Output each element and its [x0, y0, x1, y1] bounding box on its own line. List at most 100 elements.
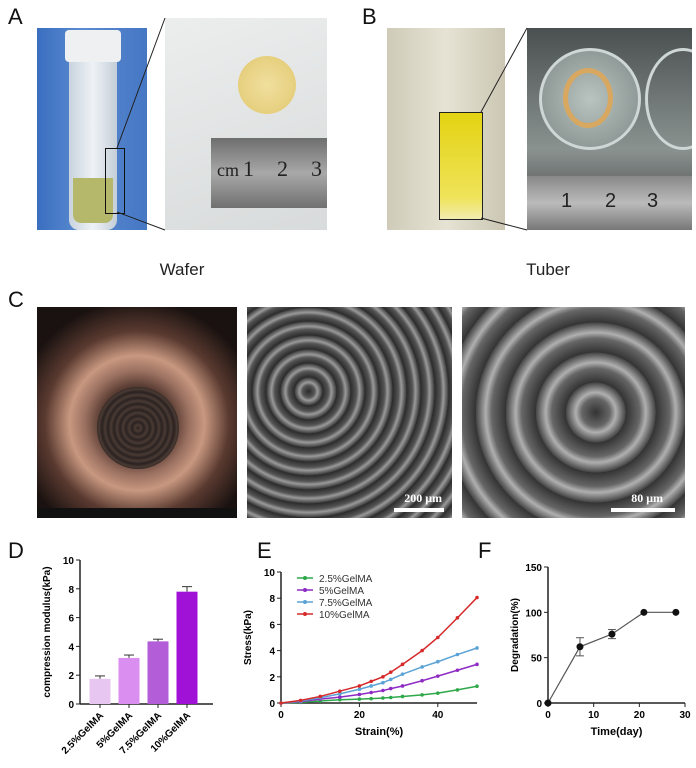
legend-label: 7.5%GelMA — [319, 598, 373, 609]
panel-label-a: A — [8, 4, 23, 29]
data-point — [544, 699, 552, 707]
sem-image-200um: 200 μm — [247, 307, 452, 518]
data-point — [381, 688, 385, 693]
data-point — [357, 697, 362, 701]
data-point — [420, 678, 424, 683]
stress-chart-y-label: Stress(kPa) — [243, 610, 254, 665]
bar-chart-y-tick-label: 10 — [63, 556, 75, 567]
data-point — [279, 701, 283, 705]
legend-marker — [303, 588, 307, 592]
data-point — [400, 672, 405, 676]
panel-label-d: D — [8, 538, 24, 563]
stress-chart-y-tick-label: 0 — [269, 699, 275, 710]
tuber-photo: 1 2 3 — [527, 28, 692, 230]
bar-chart-y-label: compression modulus(kPa) — [42, 566, 53, 697]
bar-5%GelMA — [118, 657, 140, 704]
ruler-a-3: 3 — [311, 156, 322, 181]
bar-7.5%GelMA — [147, 641, 169, 704]
legend-marker — [303, 600, 307, 604]
data-point — [338, 689, 342, 694]
bar-chart-y-tick-label: 0 — [68, 700, 74, 711]
stress-chart-y-tick-label: 10 — [264, 568, 276, 579]
data-point — [475, 595, 479, 600]
data-point — [608, 630, 616, 638]
data-point — [640, 608, 648, 616]
vial-photo — [37, 28, 147, 230]
bar-2.5%GelMA — [89, 678, 111, 704]
data-point — [298, 698, 303, 703]
ruler-a-unit: cm — [217, 160, 239, 180]
data-point — [455, 652, 460, 657]
stress-chart-x-tick-label: 40 — [432, 710, 444, 721]
legend-label: 5%GelMA — [319, 586, 364, 597]
data-point — [357, 687, 362, 692]
degradation-chart-x-tick-label: 10 — [588, 710, 600, 721]
data-point — [388, 695, 393, 700]
connector-lines — [116, 17, 528, 231]
data-point — [388, 677, 393, 682]
sem-image-80um: 80 μm — [462, 307, 685, 518]
stress-chart-y-tick-label: 4 — [269, 647, 275, 658]
data-point — [400, 662, 405, 667]
data-point — [388, 686, 393, 691]
data-point — [420, 693, 424, 697]
caption-tuber: Tuber — [526, 260, 570, 279]
data-point — [400, 684, 405, 688]
data-point — [436, 659, 440, 664]
data-point — [420, 648, 424, 653]
degradation-chart-y-tick-label: 0 — [536, 699, 542, 710]
data-point — [381, 696, 385, 700]
data-point — [381, 675, 385, 679]
data-point — [338, 697, 342, 702]
microscope-photo — [37, 307, 237, 518]
data-point — [400, 694, 405, 699]
degradation-chart-x-tick-label: 0 — [545, 710, 551, 721]
data-point — [475, 684, 479, 689]
caption-wafer: Wafer — [159, 260, 205, 279]
data-point — [455, 688, 460, 692]
data-point — [357, 684, 362, 688]
data-point — [436, 674, 440, 678]
data-point — [436, 635, 440, 640]
data-point — [357, 692, 362, 697]
ruler-a-2: 2 — [277, 156, 288, 181]
degradation-chart-y-label: Degradation(%) — [510, 598, 521, 672]
legend-label: 10%GelMA — [319, 610, 370, 621]
wafer-photo: cm 1 2 3 — [165, 18, 327, 230]
degradation-chart-y-tick-label: 100 — [525, 608, 542, 619]
degradation-chart-y-tick-label: 50 — [531, 654, 543, 665]
data-point — [455, 668, 460, 673]
data-point — [338, 695, 342, 699]
scale-bar-200um: 200 μm — [404, 491, 442, 505]
data-point — [436, 691, 440, 695]
data-point — [475, 662, 479, 667]
ruler-b-3: 3 — [647, 190, 659, 212]
panel-label-c: C — [8, 287, 24, 312]
legend-marker — [303, 576, 307, 580]
degradation-chart-x-label: Time(day) — [591, 726, 643, 738]
data-point — [369, 690, 373, 695]
bar-chart-y-tick-label: 8 — [68, 585, 74, 596]
ruler-b-2: 2 — [605, 190, 617, 212]
ruler-a-1: 1 — [243, 156, 254, 181]
bar-chart-y-tick-label: 2 — [68, 671, 74, 682]
panel-label-b: B — [362, 4, 377, 29]
data-point — [455, 616, 460, 620]
data-point — [388, 670, 393, 675]
data-point — [576, 643, 584, 651]
tube-photo — [387, 28, 505, 230]
bar-chart-y-tick-label: 6 — [68, 614, 74, 625]
data-point — [381, 680, 385, 685]
degradation-chart-x-tick-label: 30 — [679, 710, 691, 721]
data-point — [369, 679, 373, 684]
stress-chart-y-tick-label: 8 — [269, 594, 275, 605]
panel-label-f: F — [478, 538, 492, 563]
ruler-b-1: 1 — [561, 190, 573, 212]
stress-chart-y-tick-label: 2 — [269, 673, 275, 684]
legend-marker — [303, 612, 307, 616]
stress-chart-x-tick-label: 0 — [278, 710, 284, 721]
stress-chart-x-label: Strain(%) — [355, 726, 404, 738]
data-point — [420, 665, 424, 669]
panel-label-e: E — [257, 538, 272, 563]
